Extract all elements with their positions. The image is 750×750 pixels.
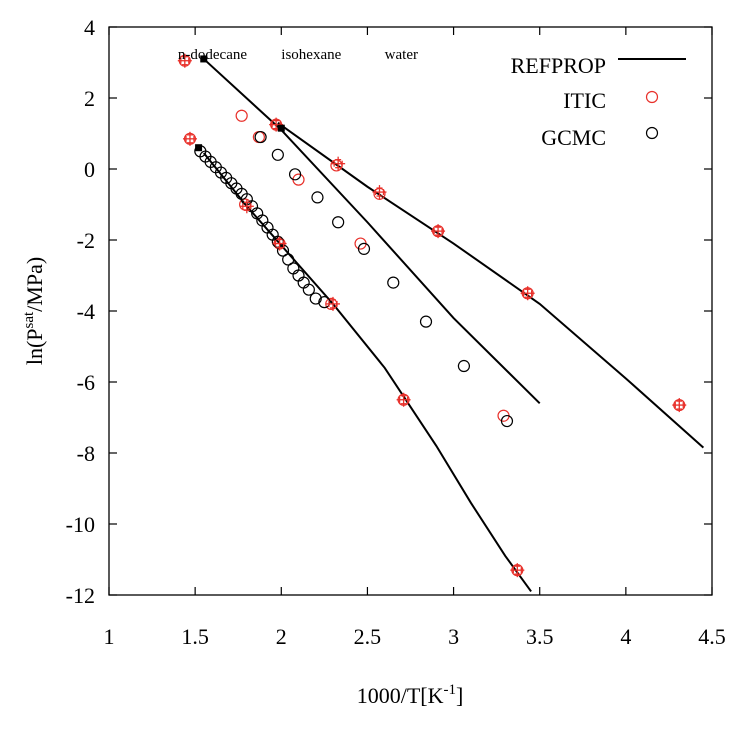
gcmc-point <box>357 242 371 255</box>
gcmc-point <box>387 276 400 289</box>
y-tick-label: -4 <box>77 299 95 324</box>
annotation-n-dodecane: n-dodecane <box>178 47 247 63</box>
legend: REFPROP ITIC GCMC <box>511 53 686 150</box>
crosshair-marker <box>372 185 387 200</box>
filled-square-marker <box>200 55 208 63</box>
refprop-line-1 <box>202 152 532 593</box>
crosshair-marker <box>331 156 346 171</box>
annotation-isohexane: isohexane <box>281 47 341 63</box>
x-tick-label: 1 <box>104 624 115 649</box>
gcmc-point <box>457 359 471 373</box>
filled-square-marker <box>277 124 285 132</box>
y-tick-label: -8 <box>77 441 95 466</box>
crosshair-marker <box>520 286 535 301</box>
legend-marker-itic <box>645 90 659 104</box>
filled-square-marker <box>195 144 203 152</box>
crosshair-marker <box>510 563 525 578</box>
x-axis-label: 1000/T[K-1] <box>357 682 464 708</box>
annotation-water: water <box>385 47 418 63</box>
y-tick-label: -6 <box>77 370 95 395</box>
x-tick-label: 3 <box>448 624 459 649</box>
gcmc-point <box>288 168 302 181</box>
gcmc-point <box>254 130 267 144</box>
gcmc-point <box>332 216 345 229</box>
x-tick-label: 2 <box>276 624 287 649</box>
gcmc-point <box>311 191 324 204</box>
legend-marker-gcmc <box>645 126 659 140</box>
x-tick-label: 4 <box>620 624 631 649</box>
legend-label-itic: ITIC <box>563 88 606 113</box>
itic-point <box>235 109 248 122</box>
crosshair-marker <box>272 236 287 251</box>
crosshair-marker <box>672 398 687 413</box>
plot-frame <box>108 26 713 596</box>
x-tick-label: 4.5 <box>698 624 726 649</box>
crosshair-marker <box>177 53 192 68</box>
gcmc-point <box>292 269 305 282</box>
gcmc-point <box>309 292 322 305</box>
y-tick-label: 2 <box>84 86 95 111</box>
gcmc-point <box>302 283 315 296</box>
crosshair-marker <box>325 296 340 311</box>
crosshair-marker <box>182 131 197 146</box>
gcmc-point <box>318 296 331 309</box>
y-axis-label: ln(Psat/MPa) <box>21 257 47 365</box>
gcmc-point <box>282 253 295 266</box>
crosshair-marker <box>396 392 411 407</box>
refprop-line-3 <box>277 122 705 449</box>
gcmc-point <box>419 315 433 328</box>
gcmc-point <box>261 221 274 234</box>
y-tick-label: -12 <box>66 583 95 608</box>
x-tick-label: 2.5 <box>354 624 382 649</box>
gcmc-point <box>271 148 284 161</box>
y-tick-label: -2 <box>77 228 95 253</box>
legend-label-refprop: REFPROP <box>511 53 606 78</box>
gcmc-point <box>287 262 300 275</box>
legend-label-gcmc: GCMC <box>541 125 606 150</box>
gcmc-point <box>297 276 310 289</box>
crosshair-marker <box>431 224 446 239</box>
gcmc-point <box>500 414 514 428</box>
refprop-line-2 <box>203 58 541 405</box>
y-tick-label: -10 <box>66 512 95 537</box>
y-tick-label: 0 <box>84 157 95 182</box>
x-tick-label: 3.5 <box>526 624 554 649</box>
x-tick-label: 1.5 <box>181 624 209 649</box>
y-tick-label: 4 <box>84 15 95 40</box>
crosshair-marker <box>239 199 254 214</box>
